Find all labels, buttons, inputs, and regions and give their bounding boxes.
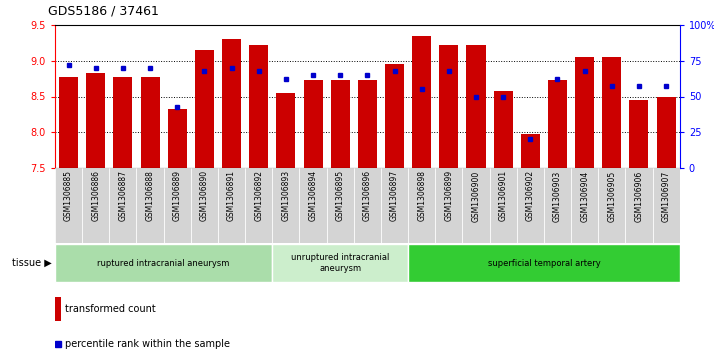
Bar	[195, 50, 214, 168]
Bar	[598, 168, 625, 243]
Bar	[358, 80, 377, 168]
Text: GSM1306906: GSM1306906	[635, 170, 643, 221]
Bar	[141, 77, 159, 168]
Text: GDS5186 / 37461: GDS5186 / 37461	[48, 5, 159, 18]
Text: GSM1306889: GSM1306889	[173, 170, 181, 221]
Text: GSM1306886: GSM1306886	[91, 170, 100, 221]
Text: GSM1306891: GSM1306891	[227, 170, 236, 221]
Bar	[603, 57, 621, 168]
Bar	[82, 168, 109, 243]
Bar	[412, 36, 431, 168]
Bar	[657, 97, 675, 168]
Text: GSM1306894: GSM1306894	[308, 170, 318, 221]
Bar	[521, 134, 540, 168]
Bar	[86, 73, 105, 168]
Text: GSM1306887: GSM1306887	[119, 170, 127, 221]
Bar	[168, 109, 187, 168]
Bar	[303, 80, 323, 168]
Text: GSM1306904: GSM1306904	[580, 170, 589, 221]
Bar	[493, 91, 513, 168]
Bar	[331, 80, 350, 168]
Bar	[191, 168, 218, 243]
Bar	[109, 168, 136, 243]
Text: ruptured intracranial aneurysm: ruptured intracranial aneurysm	[97, 258, 230, 268]
Text: unruptured intracranial
aneurysm: unruptured intracranial aneurysm	[291, 253, 389, 273]
Bar	[353, 168, 381, 243]
Text: GSM1306896: GSM1306896	[363, 170, 372, 221]
Text: GSM1306901: GSM1306901	[498, 170, 508, 221]
Text: GSM1306897: GSM1306897	[390, 170, 399, 221]
Bar	[548, 80, 567, 168]
Bar	[630, 100, 648, 168]
Bar	[222, 39, 241, 168]
Bar	[466, 45, 486, 168]
Text: GSM1306907: GSM1306907	[662, 170, 670, 221]
Bar	[55, 168, 82, 243]
Text: GSM1306902: GSM1306902	[526, 170, 535, 221]
Bar	[408, 168, 436, 243]
Text: tissue ▶: tissue ▶	[11, 258, 51, 268]
Bar	[276, 93, 296, 168]
Bar	[436, 168, 463, 243]
Text: GSM1306895: GSM1306895	[336, 170, 345, 221]
Bar	[381, 168, 408, 243]
Bar	[164, 168, 191, 243]
Text: GSM1306892: GSM1306892	[254, 170, 263, 221]
Text: GSM1306888: GSM1306888	[146, 170, 154, 221]
Bar	[439, 45, 458, 168]
Text: GSM1306903: GSM1306903	[553, 170, 562, 221]
Text: GSM1306898: GSM1306898	[417, 170, 426, 221]
Bar	[326, 168, 353, 243]
Bar	[625, 168, 653, 243]
Text: GSM1306900: GSM1306900	[471, 170, 481, 221]
Bar	[245, 168, 272, 243]
Bar	[136, 168, 164, 243]
Text: GSM1306899: GSM1306899	[444, 170, 453, 221]
Bar	[55, 244, 272, 282]
Bar	[463, 168, 490, 243]
Bar	[55, 297, 61, 321]
Bar	[490, 168, 517, 243]
Text: transformed count: transformed count	[65, 304, 156, 314]
Bar	[299, 168, 326, 243]
Bar	[571, 168, 598, 243]
Bar	[408, 244, 680, 282]
Text: superficial temporal artery: superficial temporal artery	[488, 258, 600, 268]
Text: percentile rank within the sample: percentile rank within the sample	[65, 339, 230, 349]
Text: GSM1306890: GSM1306890	[200, 170, 209, 221]
Bar	[114, 77, 132, 168]
Bar	[272, 244, 408, 282]
Bar	[249, 45, 268, 168]
Bar	[59, 77, 78, 168]
Bar	[653, 168, 680, 243]
Bar	[575, 57, 594, 168]
Bar	[544, 168, 571, 243]
Text: GSM1306893: GSM1306893	[281, 170, 291, 221]
Text: GSM1306885: GSM1306885	[64, 170, 73, 221]
Bar	[385, 64, 404, 168]
Text: GSM1306905: GSM1306905	[608, 170, 616, 221]
Bar	[218, 168, 245, 243]
Bar	[272, 168, 299, 243]
Bar	[517, 168, 544, 243]
